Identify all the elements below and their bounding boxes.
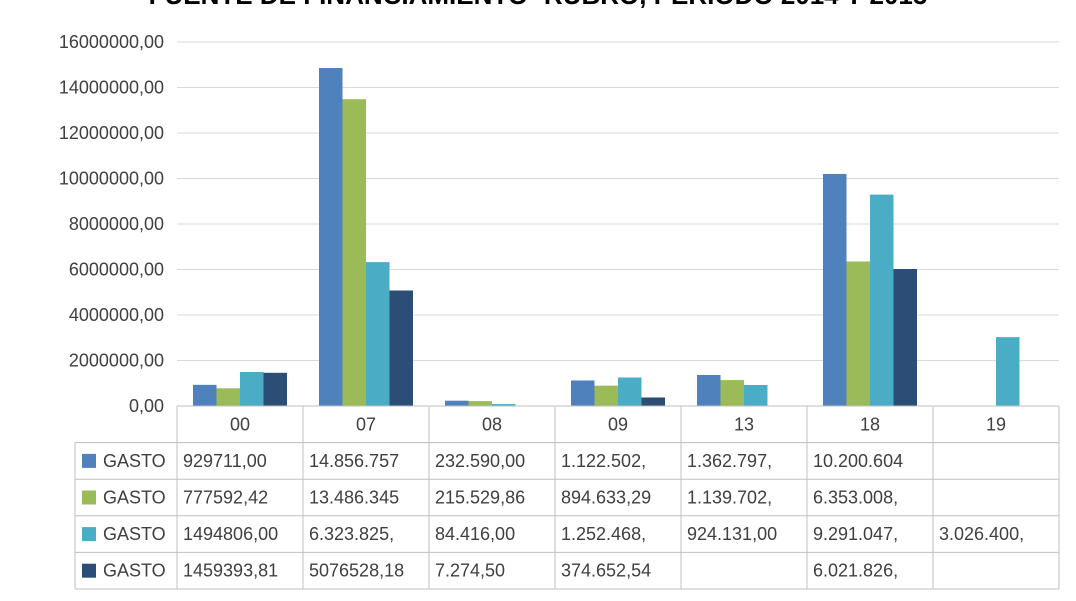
- bars: [193, 68, 1020, 406]
- data-table-cell: 1.252.468,: [561, 524, 646, 544]
- bar: [389, 290, 413, 406]
- data-table-cell: 232.590,00: [435, 451, 525, 471]
- bar: [263, 372, 287, 406]
- legend-swatch: [82, 490, 96, 505]
- y-tick-label: 8000000,00: [69, 214, 164, 234]
- bar: [193, 384, 217, 406]
- data-table-cell: 3.026.400,: [939, 524, 1024, 544]
- legend-label: GASTO: [103, 524, 166, 544]
- data-table-cell: 10.200.604: [813, 451, 903, 471]
- bar: [594, 385, 618, 406]
- legend-swatch: [82, 527, 96, 542]
- data-table-cell: 924.131,00: [687, 524, 777, 544]
- bar: [720, 380, 744, 406]
- data-table-cell: 1459393,81: [183, 561, 278, 581]
- data-table-cell: 1.362.797,: [687, 451, 772, 471]
- bar: [893, 269, 917, 406]
- data-table-cell: 777592,42: [183, 488, 268, 508]
- data-table-cell: 9.291.047,: [813, 524, 898, 544]
- data-table-cell: 6.021.826,: [813, 561, 898, 581]
- data-table-cell: 14.856.757: [309, 451, 399, 471]
- bar: [445, 400, 469, 406]
- bar: [468, 401, 492, 406]
- y-tick-label: 2000000,00: [69, 351, 164, 371]
- x-category-label: 18: [860, 414, 880, 434]
- y-tick-label: 14000000,00: [59, 78, 164, 98]
- data-table-cell: 894.633,29: [561, 488, 651, 508]
- bar: [823, 173, 847, 406]
- bar: [216, 388, 240, 406]
- data-table-cell: 5076528,18: [309, 561, 404, 581]
- bar: [366, 262, 390, 406]
- data-table-cell: 374.652,54: [561, 561, 651, 581]
- data-table-cell: 84.416,00: [435, 524, 515, 544]
- bar: [571, 380, 595, 406]
- x-category-label: 19: [986, 414, 1006, 434]
- bar: [744, 384, 768, 406]
- y-tick-label: 6000000,00: [69, 260, 164, 280]
- data-table-cell: 6.323.825,: [309, 524, 394, 544]
- data-table-cell: 13.486.345: [309, 488, 399, 508]
- y-tick-label: 4000000,00: [69, 305, 164, 325]
- gridlines: [177, 41, 1059, 361]
- x-category-label: 00: [230, 414, 250, 434]
- bar: [618, 377, 642, 406]
- x-category-label: 09: [608, 414, 628, 434]
- legend-label: GASTO: [103, 561, 166, 581]
- data-table-cell: 929711,00: [183, 451, 267, 471]
- y-tick-label: 10000000,00: [59, 169, 164, 189]
- y-tick-label: 0,00: [129, 396, 164, 416]
- legend-swatch: [82, 453, 96, 468]
- data-table-cell: 6.353.008,: [813, 488, 898, 508]
- bar: [641, 397, 665, 406]
- bar: [846, 261, 870, 406]
- chart-title: FUENTE DE FINANCIAMIENTO- RUBRO, PERIODO…: [0, 0, 1076, 11]
- bar: [996, 337, 1020, 406]
- y-tick-label: 12000000,00: [59, 123, 164, 143]
- data-table-cell: 215.529,86: [435, 488, 525, 508]
- y-tick-label: 16000000,00: [59, 32, 164, 52]
- data-table-cell: 1.122.502,: [561, 451, 646, 471]
- bar: [240, 371, 264, 406]
- bar: [319, 68, 343, 406]
- legend-label: GASTO: [103, 488, 166, 508]
- x-category-label: 07: [356, 414, 376, 434]
- data-table-cell: 7.274,50: [435, 561, 505, 581]
- data-table-cell: 1.139.702,: [687, 488, 772, 508]
- bar: [870, 194, 894, 406]
- y-axis-tick-labels: 0,00 2000000,00 4000000,00 6000000,00 800000…: [59, 32, 164, 416]
- data-table: 00 07 08 09 13 18 19 GASTO 929711,00 14.856.757 23…: [74, 405, 1060, 590]
- x-category-label: 08: [482, 414, 502, 434]
- bar: [342, 99, 366, 406]
- bar: [697, 374, 721, 406]
- x-category-label: 13: [734, 414, 754, 434]
- legend-swatch: [82, 563, 96, 578]
- data-table-cell: 1494806,00: [183, 524, 278, 544]
- bar: [492, 404, 516, 406]
- legend-label: GASTO: [103, 451, 166, 471]
